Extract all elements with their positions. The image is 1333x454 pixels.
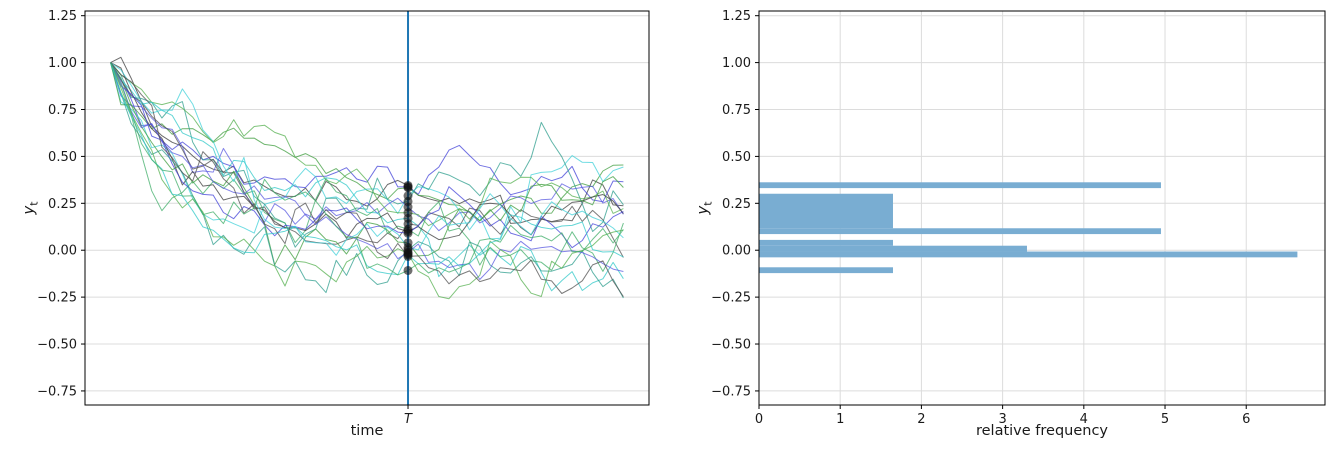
axes-spine (758, 10, 1326, 406)
left-ylabel-subscript: t (27, 201, 41, 206)
y-tick-label: 0.50 (722, 150, 751, 165)
x-tick-label: 0 (755, 412, 763, 427)
sample-point (403, 183, 413, 193)
y-tick-label: 1.25 (48, 9, 77, 24)
right-ylabel-subscript: t (701, 201, 715, 206)
histogram-bar (759, 182, 1161, 189)
x-tick-label: T (404, 412, 413, 427)
x-tick-label: 1 (836, 412, 844, 427)
y-tick-label: 0.75 (722, 103, 751, 118)
trajectory-line (110, 62, 624, 249)
trajectory-line (110, 62, 624, 292)
sample-points (403, 180, 413, 275)
y-tick-label: 1.00 (48, 56, 77, 71)
trajectory-line (110, 62, 624, 258)
trajectory-line (110, 62, 624, 256)
trajectory-line (110, 62, 624, 280)
trajectory-line (110, 62, 624, 227)
y-tick-label: 0.00 (722, 244, 751, 259)
histogram-bars (759, 182, 1298, 274)
x-tick-label: 3 (998, 412, 1006, 427)
histogram-bar (759, 228, 1161, 235)
y-tick-label: −0.25 (37, 291, 77, 306)
right-plot-ylabel: yt (694, 201, 715, 214)
left-plot-xlabel: time (350, 423, 384, 439)
y-tick-label: 0.25 (48, 197, 77, 212)
y-tick-label: −0.50 (37, 338, 77, 353)
sample-point (403, 228, 413, 238)
y-tick-label: 1.00 (722, 56, 751, 71)
y-tick-label: −0.75 (37, 384, 77, 399)
trajectory-line (110, 62, 624, 276)
trajectory-line (110, 62, 624, 276)
sample-point (403, 251, 413, 261)
y-tick-label: 0.75 (48, 103, 77, 118)
right-ylabel-symbol: y (693, 205, 712, 215)
trajectory-line (110, 62, 624, 221)
trajectory-line (110, 62, 624, 203)
y-tick-label: 0.50 (48, 150, 77, 165)
histogram-bar (759, 251, 1298, 258)
x-tick-label: 5 (1161, 412, 1169, 427)
trajectory-line (110, 62, 624, 300)
trajectory-line (110, 62, 624, 232)
axes-spine (84, 10, 650, 406)
y-tick-label: −0.25 (711, 291, 751, 306)
trajectory-line (110, 62, 624, 272)
x-tick-label: 6 (1242, 412, 1250, 427)
trajectory-line (110, 62, 624, 248)
trajectory-line (110, 62, 624, 266)
left-ylabel-symbol: y (19, 205, 38, 215)
right-plot-xlabel: relative frequency (975, 423, 1109, 439)
histogram-bar (759, 193, 893, 229)
y-tick-label: −0.50 (711, 338, 751, 353)
trajectory-line (110, 62, 624, 297)
trajectory-lines (110, 56, 624, 300)
left-plot-ylabel: yt (20, 201, 41, 214)
y-tick-label: 1.25 (722, 9, 751, 24)
y-tick-label: 0.25 (722, 197, 751, 212)
trajectory-line (110, 56, 624, 224)
histogram-bar (759, 267, 893, 274)
y-tick-label: 0.00 (48, 244, 77, 259)
y-tick-label: −0.75 (711, 384, 751, 399)
histogram-bar (759, 245, 1027, 252)
histogram-bar (759, 239, 893, 246)
x-tick-label: 2 (917, 412, 925, 427)
trajectories-plot: T 1.25 1.00 0.75 0.50 0.25 0.00 −0.25 −0.50 −0.75 (37, 9, 650, 427)
histogram-plot: 0 1 2 3 4 5 6 1.25 1.00 0.75 0.50 0.25 0.00 −0.25 −0.5… (711, 9, 1326, 427)
sample-point (403, 265, 413, 275)
x-tick-label: 4 (1080, 412, 1088, 427)
